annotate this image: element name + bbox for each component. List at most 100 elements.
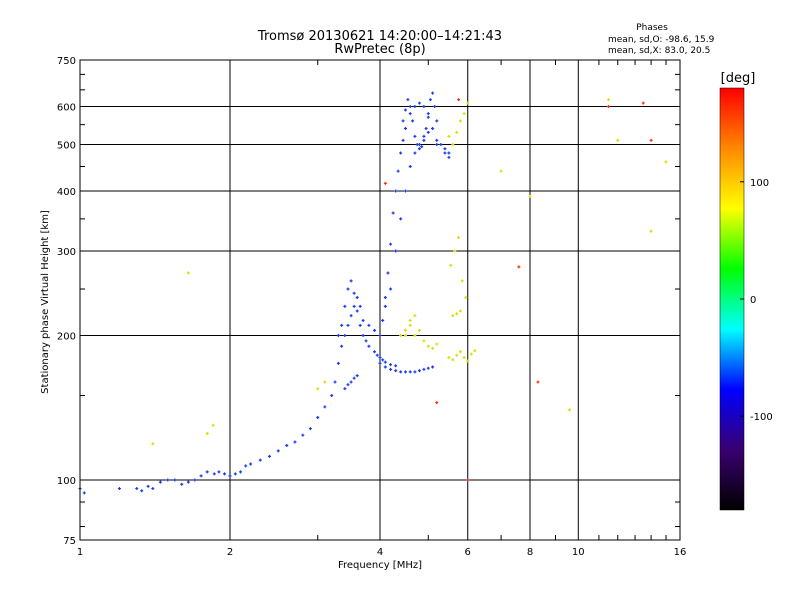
y-tick-label: 400: [57, 187, 76, 198]
data-point: [401, 138, 405, 142]
data-point: [417, 369, 421, 373]
data-point: [330, 394, 334, 398]
data-point: [457, 236, 461, 240]
data-point: [473, 349, 477, 353]
x-tick-label: 8: [527, 547, 533, 558]
data-point: [453, 249, 457, 253]
data-point: [396, 169, 400, 173]
data-point: [399, 370, 403, 374]
data-point: [466, 101, 470, 105]
data-point: [462, 112, 466, 116]
data-point: [399, 334, 403, 338]
data-point: [249, 462, 253, 466]
data-point: [383, 181, 387, 185]
data-point: [373, 328, 377, 332]
data-point: [447, 151, 451, 155]
data-point: [426, 130, 430, 134]
data-point: [228, 474, 232, 478]
x-tick-label: 6: [465, 547, 471, 558]
x-axis-label: Frequency [MHz]: [338, 560, 422, 571]
data-point: [394, 189, 398, 193]
series-x: [151, 98, 668, 446]
data-point: [323, 405, 327, 409]
colorbar-tick-label: 0: [750, 295, 756, 306]
colorbar-tick-label: 100: [750, 178, 769, 189]
data-point: [420, 145, 424, 149]
y-tick-label: 300: [57, 247, 76, 258]
data-point: [417, 328, 421, 332]
data-point: [528, 194, 532, 198]
data-point: [536, 380, 540, 384]
y-tick-label: 100: [57, 476, 76, 487]
data-point: [403, 328, 407, 332]
data-point: [258, 458, 262, 462]
data-point: [422, 339, 426, 343]
data-point: [346, 383, 350, 387]
data-point: [451, 143, 455, 147]
data-point: [413, 314, 417, 318]
data-point: [408, 164, 412, 168]
data-point: [399, 217, 403, 221]
data-point: [389, 367, 393, 371]
data-point: [343, 334, 347, 338]
data-point: [355, 374, 359, 378]
data-point: [180, 482, 184, 486]
data-point: [649, 138, 653, 142]
x-tick-label: 4: [377, 547, 383, 558]
chart-title: Tromsø 20130621 14:20:00–14:21:43: [257, 29, 502, 44]
data-point: [413, 134, 417, 138]
data-point: [462, 355, 466, 359]
data-point: [435, 342, 439, 346]
data-point: [443, 151, 447, 155]
data-point: [422, 138, 426, 142]
data-point: [431, 91, 435, 95]
data-point: [428, 98, 432, 102]
data-point: [426, 112, 430, 116]
data-point: [447, 155, 451, 159]
data-point: [411, 119, 415, 123]
data-point: [435, 401, 439, 405]
data-point: [424, 126, 428, 130]
data-point: [451, 314, 455, 318]
data-point: [346, 287, 350, 291]
data-point: [373, 350, 377, 354]
data-point: [431, 346, 435, 350]
data-point: [466, 359, 470, 363]
data-point: [381, 358, 385, 362]
data-point: [205, 432, 209, 436]
series-other: [383, 98, 653, 482]
y-tick-label: 600: [57, 103, 76, 114]
data-point: [212, 472, 216, 476]
data-point: [403, 108, 407, 112]
data-point: [431, 126, 435, 130]
data-point: [158, 480, 162, 484]
data-point: [358, 304, 362, 308]
data-point: [413, 370, 417, 374]
data-point: [422, 105, 426, 109]
data-point: [499, 169, 503, 173]
data-point: [469, 352, 473, 356]
data-point: [447, 134, 451, 138]
data-point: [464, 296, 468, 300]
x-axis-ticks: 1 2 4 6 8 10 16: [77, 60, 686, 558]
data-point: [186, 271, 190, 275]
chart-subtitle: RwPretec (8p): [334, 42, 425, 57]
data-point: [135, 487, 139, 491]
data-point: [403, 334, 407, 338]
data-point: [343, 387, 347, 391]
data-point: [383, 365, 387, 369]
data-point: [403, 370, 407, 374]
data-point: [399, 151, 403, 155]
data-point: [378, 334, 382, 338]
data-point: [401, 119, 405, 123]
data-point: [352, 304, 356, 308]
data-point: [316, 387, 320, 391]
data-point: [413, 105, 417, 109]
data-point: [340, 323, 344, 327]
phases-box-title: Phases: [636, 23, 668, 33]
data-point: [217, 470, 221, 474]
data-point: [239, 470, 243, 474]
data-point: [394, 249, 398, 253]
data-point: [439, 143, 443, 147]
data-point: [447, 355, 451, 359]
